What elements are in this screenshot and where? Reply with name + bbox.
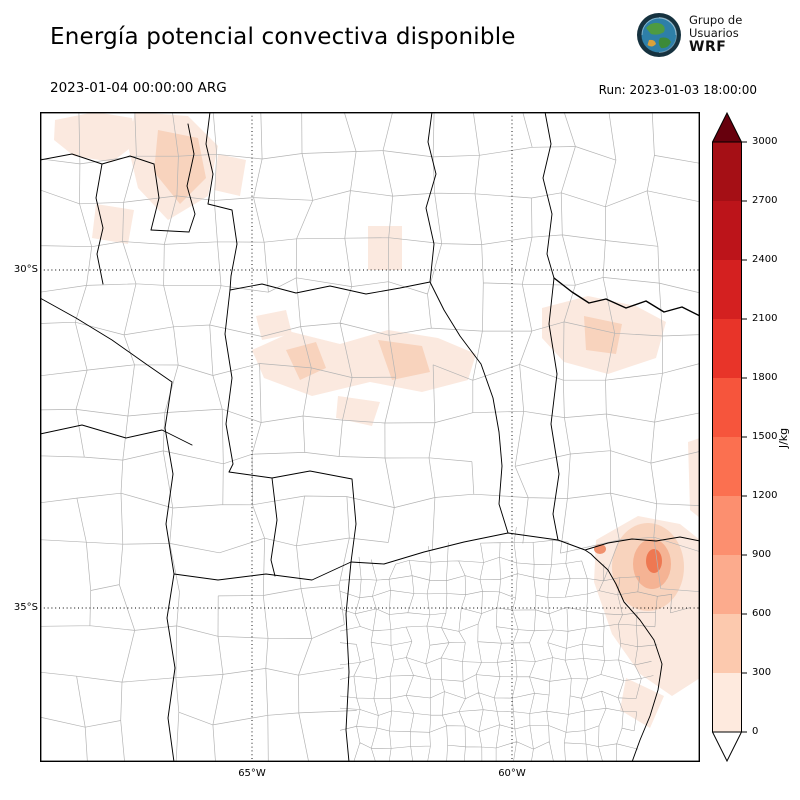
cape-shading bbox=[54, 112, 700, 728]
coastline bbox=[584, 549, 596, 559]
map-canvas bbox=[39, 111, 701, 763]
province-boundary bbox=[207, 203, 238, 291]
province-boundaries bbox=[39, 111, 701, 763]
province-boundary bbox=[150, 163, 160, 231]
lat-label-30s: 30°S bbox=[13, 264, 38, 275]
department-boundary-lines bbox=[39, 111, 701, 763]
colorbar-segment bbox=[712, 673, 742, 732]
colorbar-tick-label: 1500 bbox=[752, 431, 778, 442]
colorbar-svg bbox=[711, 111, 747, 763]
colorbar-segment bbox=[712, 319, 742, 378]
province-boundary bbox=[229, 281, 431, 295]
department-boundaries bbox=[39, 111, 701, 763]
coastline bbox=[594, 557, 663, 763]
colorbar-tick-label: 1800 bbox=[752, 372, 778, 383]
logo-line-1: Grupo de bbox=[689, 13, 743, 28]
province-boundary bbox=[345, 561, 352, 763]
cape-region bbox=[688, 438, 700, 518]
cape-region bbox=[378, 340, 430, 380]
colorbar-tick-label: 1200 bbox=[752, 490, 778, 501]
province-boundary bbox=[173, 561, 352, 581]
province-boundary bbox=[205, 111, 214, 205]
colorbar-tick-label: 900 bbox=[752, 549, 772, 560]
logo-text: Grupo de Usuarios WRF bbox=[689, 14, 742, 55]
cape-region bbox=[368, 226, 402, 270]
colorbar-segment bbox=[712, 555, 742, 614]
colorbar: 3000 2700 2400 2100 1800 1500 1200 900 600 300 0 J… bbox=[711, 111, 800, 763]
cape-region bbox=[256, 310, 292, 340]
lon-label-60w: 60°W bbox=[498, 768, 526, 779]
valid-time-label: 2023-01-04 00:00:00 ARG bbox=[50, 80, 227, 96]
cape-region-max bbox=[646, 549, 662, 573]
graticule bbox=[40, 112, 700, 762]
globe-icon bbox=[637, 13, 681, 57]
lon-label-65w: 65°W bbox=[238, 768, 266, 779]
colorbar-segment bbox=[712, 260, 742, 319]
province-boundary bbox=[542, 111, 586, 551]
river-boundary bbox=[553, 277, 701, 317]
cape-region bbox=[286, 342, 326, 380]
map-border bbox=[39, 111, 700, 762]
colorbar-segment bbox=[712, 142, 742, 201]
province-boundary bbox=[164, 381, 176, 763]
logo-line-3: WRF bbox=[689, 39, 727, 56]
cape-region bbox=[336, 396, 380, 426]
province-boundary bbox=[150, 229, 190, 233]
colorbar-segment bbox=[712, 201, 742, 260]
map bbox=[39, 111, 701, 763]
province-boundary bbox=[270, 477, 278, 577]
cape-region bbox=[620, 678, 664, 728]
colorbar-segment bbox=[712, 437, 742, 496]
province-boundary bbox=[95, 163, 104, 285]
department-boundary-lines bbox=[339, 526, 691, 763]
province-boundary bbox=[350, 532, 559, 565]
province-boundary bbox=[186, 123, 196, 233]
colorbar-segment bbox=[712, 614, 742, 673]
colorbar-under-arrow bbox=[711, 731, 743, 763]
province-boundary bbox=[39, 424, 193, 446]
colorbar-tick-label: 2700 bbox=[752, 195, 778, 206]
province-boundary bbox=[425, 111, 509, 534]
colorbar-tick-label: 2100 bbox=[752, 313, 778, 324]
cape-region bbox=[252, 330, 476, 396]
coastline bbox=[584, 536, 701, 551]
page-title: Energía potencial convectiva disponible bbox=[50, 24, 516, 50]
colorbar-tick-label: 2400 bbox=[752, 254, 778, 265]
colorbar-tick-label: 300 bbox=[752, 667, 772, 678]
province-boundary bbox=[39, 297, 173, 383]
colorbar-tick-label: 0 bbox=[752, 726, 759, 737]
run-time-label: Run: 2023-01-03 18:00:00 bbox=[598, 83, 757, 97]
colorbar-segment bbox=[712, 496, 742, 555]
lat-label-35s: 35°S bbox=[13, 602, 38, 613]
colorbar-tick-label: 3000 bbox=[752, 136, 778, 147]
colorbar-over-arrow bbox=[711, 111, 743, 143]
wrf-logo: Grupo de Usuarios WRF bbox=[636, 12, 742, 58]
province-boundary bbox=[228, 470, 357, 563]
colorbar-unit-label: J/kg bbox=[777, 427, 790, 449]
province-boundary bbox=[224, 289, 234, 473]
logo-line-2: Usuarios bbox=[689, 26, 739, 41]
cape-region bbox=[214, 154, 246, 196]
colorbar-tick-label: 600 bbox=[752, 608, 772, 619]
cape-region bbox=[92, 204, 134, 244]
colorbar-segment bbox=[712, 378, 742, 437]
department-boundaries-dense bbox=[339, 526, 691, 763]
cape-region bbox=[54, 112, 138, 162]
